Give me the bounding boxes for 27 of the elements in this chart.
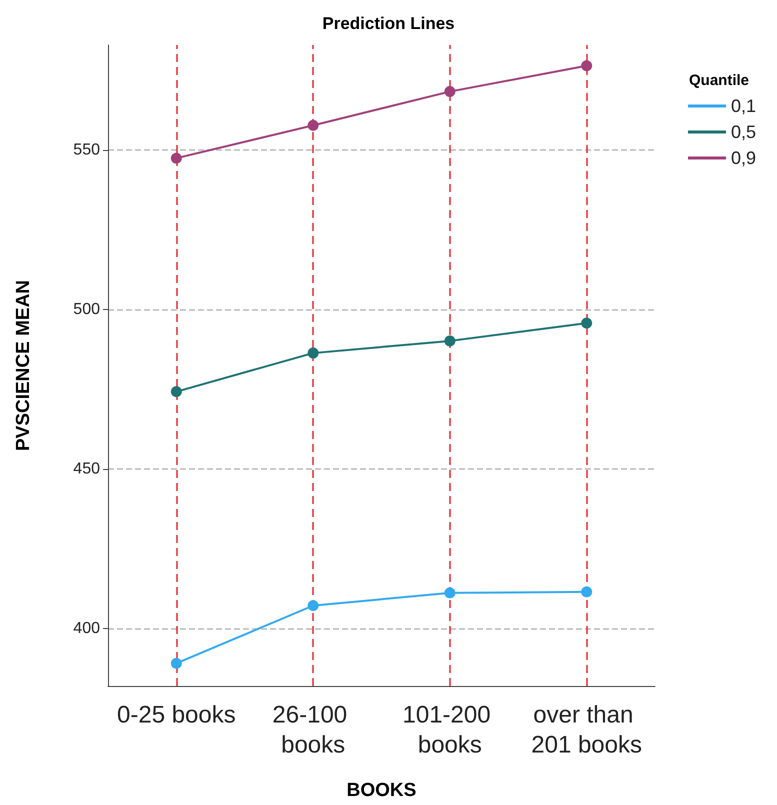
y-axis-title: PVSCIENCE MEAN xyxy=(13,280,34,452)
y-tick-label: 450 xyxy=(73,460,100,478)
y-tick-label: 500 xyxy=(73,301,100,318)
point xyxy=(170,152,182,164)
y-tick-label: 550 xyxy=(73,142,100,159)
legend-label: 0,9 xyxy=(731,148,756,168)
point xyxy=(581,60,592,72)
point xyxy=(444,86,456,98)
point xyxy=(308,600,319,612)
chart-title: Prediction Lines xyxy=(322,14,455,33)
point xyxy=(581,318,592,329)
x-axis-title: BOOKS xyxy=(346,780,416,801)
y-tick-label: 400 xyxy=(73,620,100,638)
legend-title: Quantile xyxy=(689,72,750,89)
x-tick-label: over than 201 books xyxy=(531,702,642,758)
point xyxy=(170,658,182,669)
point xyxy=(308,348,319,359)
point xyxy=(444,587,456,598)
point xyxy=(308,120,319,131)
x-tick-label: 26-100 books xyxy=(272,702,354,758)
legend-label: 0,1 xyxy=(731,96,756,116)
x-tick-label: 101-200 books xyxy=(402,702,498,758)
legend-label: 0,5 xyxy=(731,122,756,142)
point xyxy=(581,586,592,598)
point xyxy=(444,335,456,346)
x-tick-label: 0-25 books xyxy=(117,702,236,728)
point xyxy=(170,386,182,398)
